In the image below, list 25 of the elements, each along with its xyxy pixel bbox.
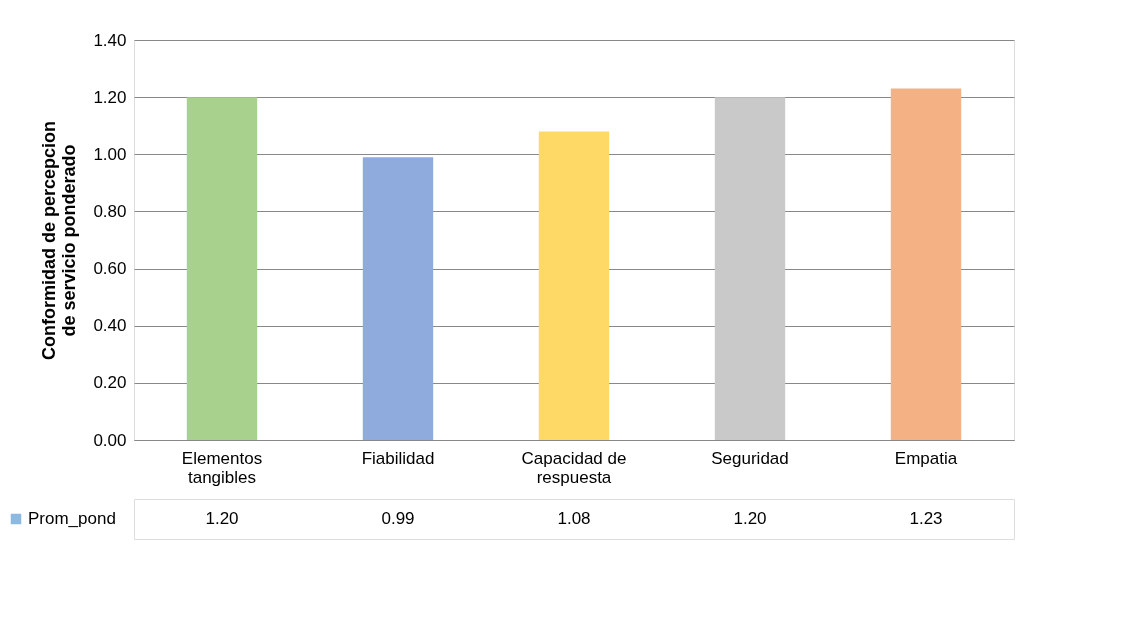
bar [362, 157, 434, 440]
y-tick-label: 0.00 [93, 430, 127, 450]
data-label: 1.20 [733, 509, 767, 528]
data-label: 0.99 [381, 509, 415, 528]
y-tick-label: 1.00 [93, 144, 127, 164]
bar [890, 88, 962, 440]
x-tick-label: Seguridad [711, 448, 789, 468]
y-axis-title: Conformidad de percepcion de servicio ponderado [39, 120, 80, 361]
y-tick-label: 0.40 [93, 316, 127, 336]
x-tick-label: Empatia [894, 448, 958, 468]
x-tick-label: Capacidad de respuesta [521, 448, 627, 487]
y-tick-label: 0.20 [93, 373, 127, 393]
y-tick-label: 1.20 [93, 87, 127, 107]
y-tick-label: 0.60 [93, 259, 127, 279]
bar [186, 97, 258, 440]
x-tick-label: Fiabilidad [361, 448, 435, 468]
data-label: 1.08 [557, 509, 591, 528]
data-label: 1.23 [909, 509, 943, 528]
y-tick-label: 0.80 [93, 201, 127, 221]
data-label: 1.20 [205, 509, 239, 528]
bar [714, 97, 786, 440]
legend-label: Prom_pond [28, 509, 116, 528]
y-tick-label: 1.40 [93, 30, 127, 50]
x-tick-label: Elementos tangibles [181, 448, 263, 487]
bar [538, 131, 610, 440]
